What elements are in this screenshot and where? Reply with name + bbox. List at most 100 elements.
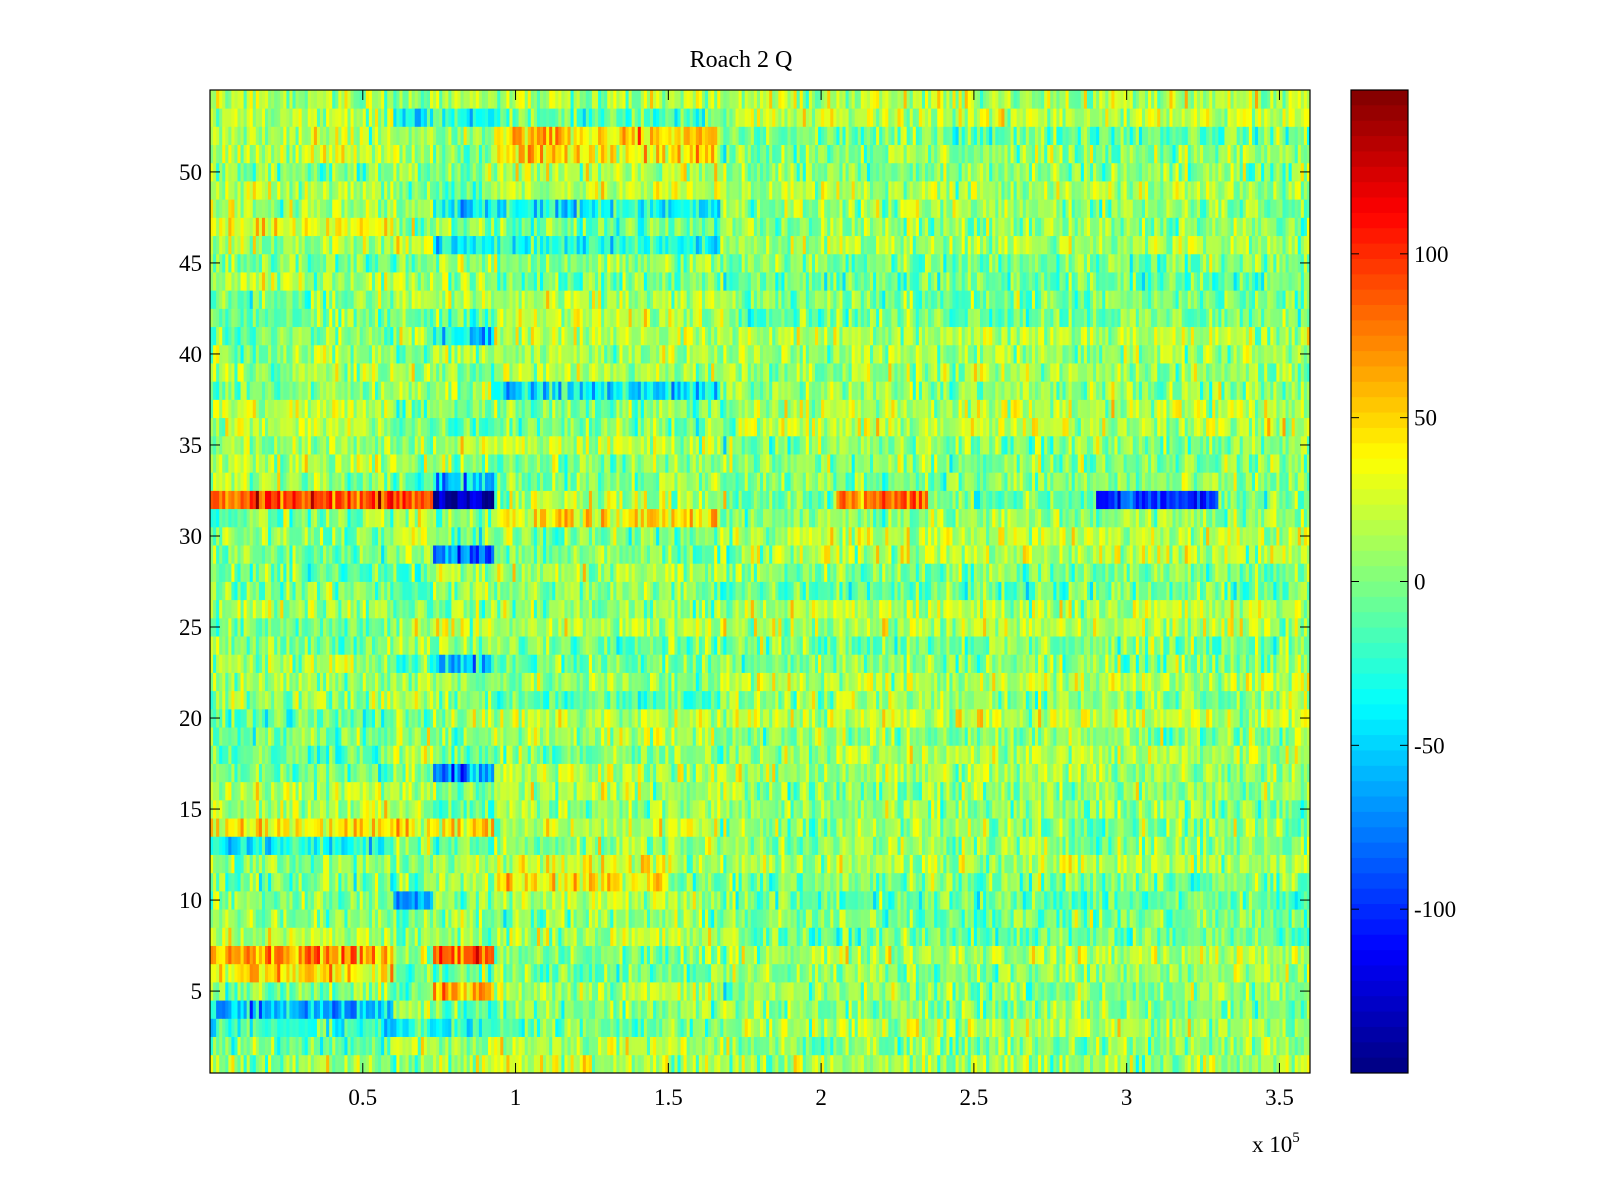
heatmap-cell bbox=[558, 909, 562, 928]
heatmap-cell bbox=[304, 854, 309, 874]
heatmap-cell bbox=[735, 1036, 740, 1056]
heatmap-cell bbox=[970, 945, 975, 965]
heatmap-cell bbox=[405, 1000, 410, 1019]
heatmap-cell bbox=[304, 909, 309, 928]
heatmap-cell bbox=[497, 909, 501, 928]
heatmap-cell bbox=[598, 963, 602, 983]
heatmap-cell bbox=[433, 1054, 437, 1073]
heatmap-cell bbox=[362, 1054, 367, 1073]
heatmap-cell bbox=[674, 1018, 678, 1037]
heatmap-cell bbox=[268, 1054, 272, 1073]
heatmap-cell bbox=[723, 890, 727, 910]
heatmap-cell bbox=[289, 927, 293, 946]
heatmap-cell bbox=[656, 981, 660, 1001]
heatmap-cell bbox=[870, 963, 874, 983]
heatmap-cell bbox=[1001, 1054, 1005, 1073]
heatmap-cell bbox=[310, 981, 315, 1001]
heatmap-cell bbox=[1056, 890, 1060, 910]
heatmap-cell bbox=[530, 854, 535, 874]
heatmap-cell bbox=[1215, 1018, 1219, 1037]
heatmap-cell bbox=[527, 836, 532, 855]
heatmap-cell bbox=[1239, 945, 1244, 965]
heatmap-cell bbox=[796, 890, 801, 910]
heatmap-cell bbox=[1004, 1018, 1008, 1037]
heatmap-cell bbox=[796, 909, 801, 928]
heatmap-cell bbox=[1151, 1036, 1155, 1056]
heatmap-cell bbox=[478, 1018, 483, 1037]
heatmap-cell bbox=[1255, 1054, 1259, 1073]
heatmap-cell bbox=[946, 1054, 950, 1073]
heatmap-cell bbox=[1135, 854, 1140, 874]
heatmap-cell bbox=[931, 981, 935, 1001]
heatmap-cell bbox=[952, 945, 956, 965]
heatmap-cell bbox=[1065, 872, 1070, 892]
heatmap-cell bbox=[320, 1054, 324, 1073]
heatmap-cell bbox=[237, 1018, 241, 1037]
heatmap-cell bbox=[286, 909, 290, 928]
heatmap-cell bbox=[588, 854, 593, 874]
heatmap-cell bbox=[457, 927, 461, 946]
heatmap-cell bbox=[1025, 963, 1030, 983]
heatmap-cell bbox=[323, 818, 327, 837]
heatmap-cell bbox=[802, 1054, 807, 1073]
heatmap-cell bbox=[494, 927, 498, 946]
heatmap-cell bbox=[387, 1036, 391, 1056]
heatmap-cell bbox=[964, 818, 969, 837]
heatmap-cell bbox=[885, 927, 889, 946]
heatmap-cell bbox=[1111, 836, 1115, 855]
heatmap-cell bbox=[356, 1054, 361, 1073]
heatmap-cell bbox=[1282, 836, 1286, 855]
heatmap-cell bbox=[903, 1000, 908, 1019]
heatmap-cell bbox=[607, 981, 611, 1001]
heatmap-cell bbox=[1129, 963, 1134, 983]
heatmap-cell bbox=[387, 927, 391, 946]
heatmap-cell bbox=[980, 872, 984, 892]
heatmap-cell bbox=[701, 945, 706, 965]
heatmap-cell bbox=[634, 909, 639, 928]
heatmap-cell bbox=[411, 909, 416, 928]
heatmap-cell bbox=[1282, 890, 1286, 910]
heatmap-cell bbox=[1148, 945, 1152, 965]
heatmap-cell bbox=[1038, 963, 1042, 983]
heatmap-cell bbox=[1193, 927, 1198, 946]
heatmap-cell bbox=[588, 872, 593, 892]
heatmap-cell bbox=[313, 927, 318, 946]
heatmap-cell bbox=[570, 854, 575, 874]
heatmap-cell bbox=[943, 872, 947, 892]
heatmap-cell bbox=[723, 872, 727, 892]
heatmap-cell bbox=[1193, 945, 1198, 965]
heatmap-cell bbox=[1062, 981, 1066, 1001]
heatmap-cell bbox=[313, 945, 318, 965]
heatmap-cell bbox=[744, 890, 749, 910]
heatmap-cell bbox=[891, 890, 895, 910]
heatmap-cell bbox=[1050, 1036, 1054, 1056]
heatmap-cell bbox=[717, 1000, 721, 1019]
heatmap-cell bbox=[659, 1054, 663, 1073]
heatmap-cell bbox=[1148, 1018, 1152, 1037]
heatmap-cell bbox=[222, 872, 226, 892]
heatmap-cell bbox=[946, 836, 950, 855]
heatmap-cell bbox=[1157, 818, 1161, 837]
heatmap-cell bbox=[900, 909, 905, 928]
heatmap-cell bbox=[949, 945, 953, 965]
heatmap-cell bbox=[885, 872, 889, 892]
heatmap-cell bbox=[485, 872, 489, 892]
heatmap-cell bbox=[653, 1054, 657, 1073]
heatmap-cell bbox=[426, 909, 431, 928]
heatmap-cell bbox=[845, 818, 850, 837]
heatmap-cell bbox=[225, 890, 229, 910]
heatmap-cell bbox=[1264, 963, 1268, 983]
heatmap-cell bbox=[1163, 963, 1167, 983]
heatmap-cell bbox=[750, 890, 755, 910]
heatmap-cell bbox=[790, 872, 795, 892]
heatmap-cell bbox=[307, 963, 312, 983]
heatmap-cell bbox=[1190, 1018, 1195, 1037]
heatmap-cell bbox=[313, 963, 318, 983]
heatmap-cell bbox=[359, 945, 364, 965]
heatmap-cell bbox=[558, 927, 562, 946]
heatmap-cell bbox=[277, 818, 281, 837]
heatmap-cell bbox=[268, 945, 272, 965]
heatmap-cell bbox=[906, 963, 911, 983]
heatmap-cell bbox=[411, 818, 416, 837]
